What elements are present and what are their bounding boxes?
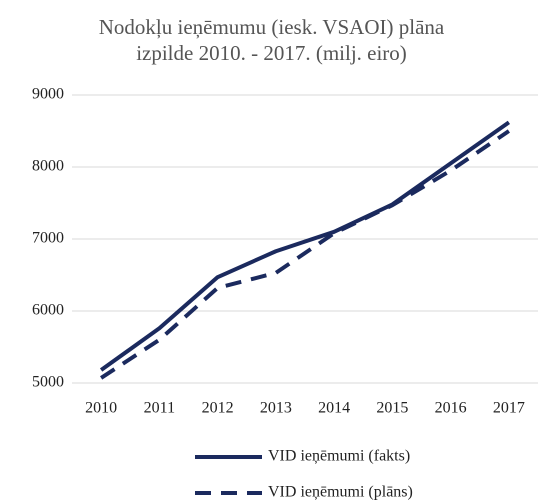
chart-title: Nodokļu ieņēmumu (iesk. VSAOI) plāna izp… <box>98 15 445 65</box>
series-line <box>99 120 511 372</box>
y-tick-label: 6000 <box>32 302 64 319</box>
x-tick-label: 2014 <box>318 400 350 417</box>
y-tick-label: 7000 <box>32 230 64 247</box>
series-line <box>100 129 510 380</box>
x-tick-label: 2013 <box>260 400 292 417</box>
y-tick-label: 8000 <box>32 158 64 175</box>
legend-label: VID ieņēmumi (plāns) <box>268 484 413 501</box>
title-box: Nodokļu ieņēmumu (iesk. VSAOI) plāna izp… <box>0 14 543 66</box>
x-tick-label: 2011 <box>144 400 175 417</box>
y-tick-label: 9000 <box>32 86 64 103</box>
y-tick-label: 5000 <box>32 374 64 391</box>
x-tick-label: 2015 <box>376 400 408 417</box>
x-tick-label: 2017 <box>493 400 525 417</box>
legend-label: VID ieņēmumi (fakts) <box>268 448 410 465</box>
x-tick-label: 2016 <box>435 400 467 417</box>
x-tick-label: 2012 <box>202 400 234 417</box>
x-tick-label: 2010 <box>85 400 117 417</box>
